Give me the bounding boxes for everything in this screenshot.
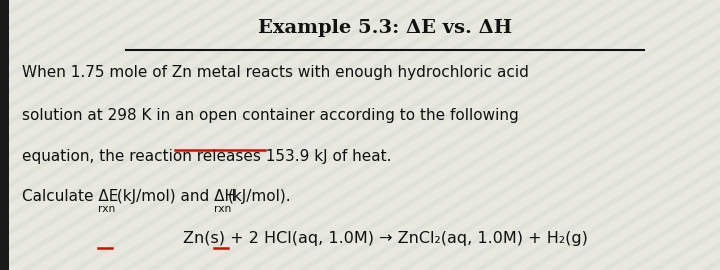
Bar bbox=[0, 0, 9, 270]
Text: Calculate ΔE: Calculate ΔE bbox=[22, 189, 118, 204]
Text: rxn: rxn bbox=[215, 204, 232, 214]
Text: (kJ/mol).: (kJ/mol). bbox=[228, 189, 292, 204]
Text: Zn(s) + 2 HCl(aq, 1.0M) → ZnCl₂(aq, 1.0M) + H₂(g): Zn(s) + 2 HCl(aq, 1.0M) → ZnCl₂(aq, 1.0M… bbox=[183, 231, 588, 246]
Text: When 1.75 mole of Zn metal reacts with enough hydrochloric acid: When 1.75 mole of Zn metal reacts with e… bbox=[22, 65, 528, 80]
Text: rxn: rxn bbox=[99, 204, 116, 214]
Text: solution at 298 K in an open container according to the following: solution at 298 K in an open container a… bbox=[22, 108, 518, 123]
Text: equation, the reaction releases 153.9 kJ of heat.: equation, the reaction releases 153.9 kJ… bbox=[22, 148, 391, 164]
Text: Example 5.3: ΔE vs. ΔH: Example 5.3: ΔE vs. ΔH bbox=[258, 19, 512, 37]
Text: (kJ/mol) and ΔH: (kJ/mol) and ΔH bbox=[112, 189, 236, 204]
